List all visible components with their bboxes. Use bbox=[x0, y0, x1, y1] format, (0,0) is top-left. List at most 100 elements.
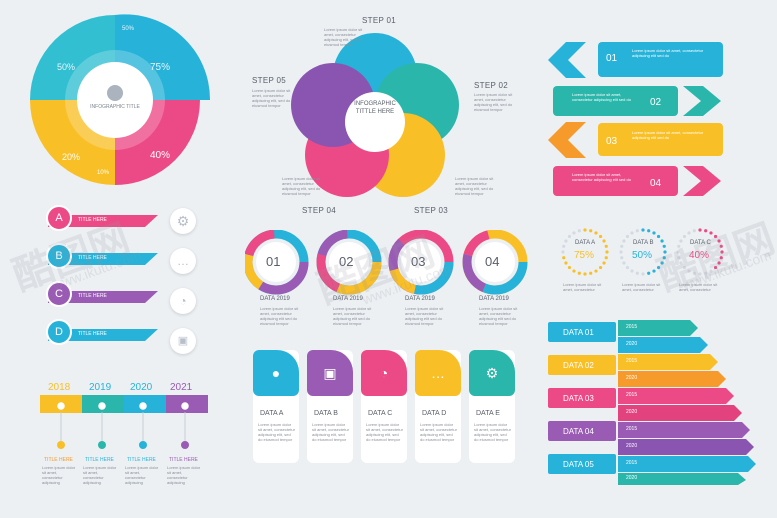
progress-dot bbox=[719, 256, 723, 260]
donut-text-03: Lorem ipsum dolor sit amet, consectetur … bbox=[405, 306, 444, 326]
progress-dot bbox=[662, 256, 666, 260]
card-text-a: Lorem ipsum dolor sit amet, consectetur … bbox=[258, 422, 295, 442]
progress-dot bbox=[660, 261, 664, 265]
progress-dot bbox=[682, 265, 687, 270]
abcd-title-b: TITLE HERE bbox=[78, 255, 107, 261]
gear-icon: ⚙ bbox=[469, 350, 515, 396]
progress-dot bbox=[583, 228, 587, 232]
progress-dot bbox=[602, 239, 606, 243]
progress-dot bbox=[620, 244, 624, 248]
dotted-value-a: 75% bbox=[574, 250, 595, 261]
progress-dot bbox=[605, 250, 609, 254]
step-label-04: STEP 04 bbox=[302, 206, 336, 215]
progress-dot bbox=[561, 250, 565, 254]
timeline-year-2021: 2021 bbox=[170, 382, 193, 393]
dotted-value-b: 50% bbox=[632, 250, 653, 261]
abcd-title-d: TITLE HERE bbox=[78, 331, 107, 337]
progress-dot bbox=[635, 271, 639, 275]
pct-small-blue: 50% bbox=[122, 26, 135, 32]
progress-dot bbox=[622, 239, 626, 243]
progress-dot bbox=[647, 271, 651, 275]
arrow-text-02: Lorem ipsum dolor sit amet, consectetur … bbox=[572, 92, 631, 102]
progress-dot bbox=[630, 269, 634, 273]
card-text-e: Lorem ipsum dolor sit amet, consectetur … bbox=[474, 422, 511, 442]
ribbon-year-2: 2020 bbox=[626, 341, 638, 347]
donut-label-03: DATA 2019 bbox=[405, 296, 435, 302]
abcd-title-c: TITLE HERE bbox=[78, 293, 107, 299]
progress-dot bbox=[589, 271, 593, 275]
progress-dot bbox=[656, 265, 661, 270]
timeline-year-2018: 2018 bbox=[48, 382, 71, 393]
progress-dot bbox=[713, 265, 718, 270]
timeline-text-2: Lorem ipsum dolor sit amet, consectetur … bbox=[83, 465, 117, 485]
ribbon-year-10: 2020 bbox=[626, 475, 638, 481]
step-label-02: STEP 02 bbox=[474, 81, 508, 90]
gear-icon: ⚙ bbox=[170, 208, 196, 234]
progress-dot bbox=[567, 265, 572, 270]
progress-dot bbox=[652, 231, 656, 235]
dotted-text-a: Lorem ipsum dolor sit amet, consectetur bbox=[563, 282, 602, 292]
progress-dot bbox=[577, 271, 581, 275]
card-text-b: Lorem ipsum dolor sit amet, consectetur … bbox=[312, 422, 349, 442]
progress-dot bbox=[698, 272, 702, 276]
progress-dot bbox=[572, 269, 576, 273]
ribbon-year-7: 2015 bbox=[626, 426, 638, 432]
progress-dot bbox=[660, 239, 664, 243]
donut-text-01: Lorem ipsum dolor sit amet, consectetur … bbox=[260, 306, 299, 326]
step-text-01: Lorem ipsum dolor sit amet, consectetur … bbox=[324, 27, 363, 47]
step-label-01: STEP 01 bbox=[362, 16, 396, 25]
chat-icon: … bbox=[170, 248, 196, 274]
card-label-b: DATA B bbox=[314, 410, 338, 417]
ribbon-data-04: DATA 04 bbox=[563, 427, 594, 436]
progress-dot bbox=[676, 250, 680, 254]
abcd-letter-b: B bbox=[46, 243, 72, 269]
progress-dot bbox=[647, 229, 651, 233]
progress-dot bbox=[717, 261, 721, 265]
progress-dot bbox=[594, 231, 598, 235]
timeline-text-4: Lorem ipsum dolor sit amet, consectetur … bbox=[167, 465, 201, 485]
progress-dot bbox=[562, 244, 566, 248]
abcd-letter-a: A bbox=[46, 205, 72, 231]
pct-pink: 40% bbox=[150, 150, 171, 161]
lightbulb-icon bbox=[107, 85, 123, 101]
flower-title: INFOGRAPHIC TITTLE HERE bbox=[354, 101, 396, 115]
donut-row bbox=[245, 230, 528, 295]
donut-num-02: 02 bbox=[339, 254, 354, 269]
progress-dot bbox=[622, 261, 626, 265]
ribbon-chart bbox=[548, 320, 756, 485]
briefcase-icon: ▣ bbox=[170, 328, 196, 354]
ribbon-data-05: DATA 05 bbox=[563, 460, 594, 469]
donut-num-03: 03 bbox=[411, 254, 426, 269]
pct-blue: 75% bbox=[150, 62, 171, 73]
progress-dot bbox=[625, 234, 630, 239]
progress-dot bbox=[598, 234, 603, 239]
progress-dot bbox=[583, 272, 587, 276]
abcd-letter-d: D bbox=[46, 319, 72, 345]
timeline-text-1: Lorem ipsum dolor sit amet, consectetur … bbox=[42, 465, 76, 485]
progress-dot bbox=[663, 250, 667, 254]
timeline-bar bbox=[40, 395, 208, 449]
donut-label-02: DATA 2019 bbox=[333, 296, 363, 302]
progress-dot bbox=[656, 234, 661, 239]
progress-dot bbox=[698, 228, 702, 232]
timeline-title-2: TITLE HERE bbox=[85, 457, 114, 463]
arrow-text-03: Lorem ipsum dolor sit amet, consectetur … bbox=[632, 130, 704, 140]
dotted-label-b: DATA B bbox=[633, 240, 654, 246]
card-text-c: Lorem ipsum dolor sit amet, consectetur … bbox=[366, 422, 403, 442]
progress-dot bbox=[692, 229, 696, 233]
pct-yellow: 20% bbox=[62, 152, 81, 162]
ribbon-data-01: DATA 01 bbox=[563, 328, 594, 337]
donut-label-04: DATA 2019 bbox=[479, 296, 509, 302]
circle-title: INFOGRAPHIC TITLE bbox=[90, 104, 140, 110]
donut-num-01: 01 bbox=[266, 254, 281, 269]
progress-dot bbox=[687, 231, 691, 235]
donut-text-04: Lorem ipsum dolor sit amet, consectetur … bbox=[479, 306, 518, 326]
progress-dot bbox=[709, 269, 713, 273]
arrow-item-03: 03 bbox=[606, 136, 618, 147]
card-label-a: DATA A bbox=[260, 410, 284, 417]
ribbon-year-5: 2015 bbox=[626, 392, 638, 398]
step-label-05: STEP 05 bbox=[252, 76, 286, 85]
progress-dot bbox=[594, 269, 598, 273]
dotted-text-c: Lorem ipsum dolor sit amet, consectetur bbox=[679, 282, 718, 292]
progress-dot bbox=[679, 239, 683, 243]
